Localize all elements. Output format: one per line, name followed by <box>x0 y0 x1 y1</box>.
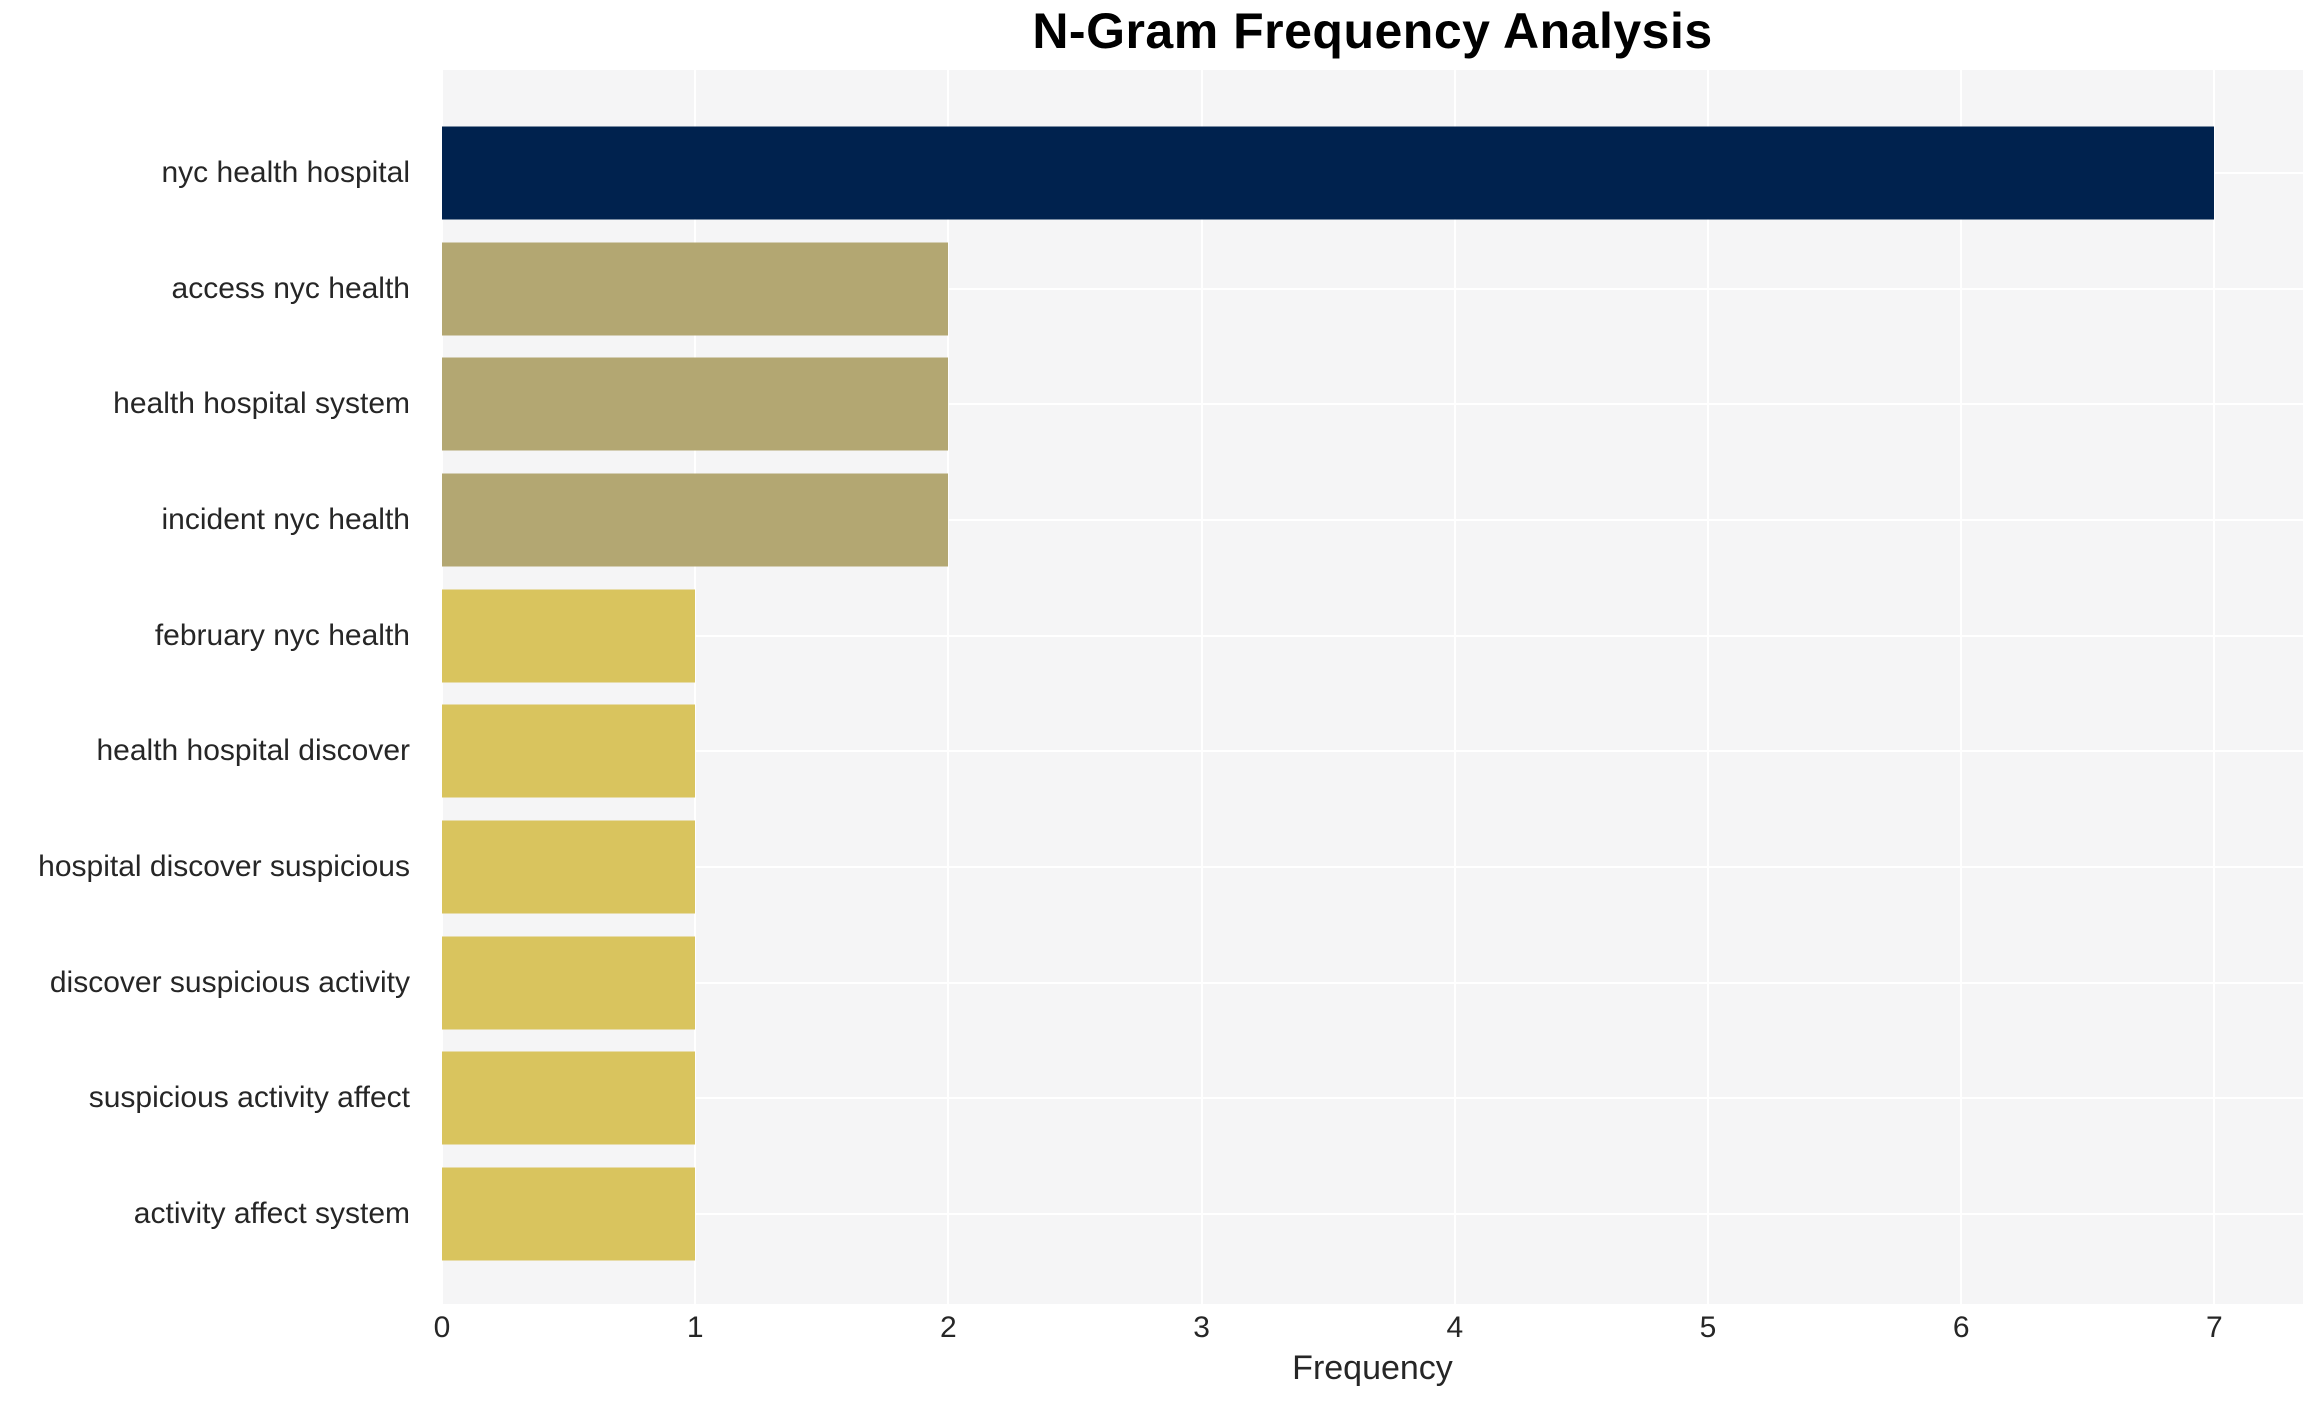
bar-discover-suspicious-activity <box>442 936 696 1030</box>
bar-access-nyc-health <box>442 242 949 336</box>
horizontal-gridline <box>442 287 2303 290</box>
vertical-gridline <box>1200 70 1203 1304</box>
category-label: activity affect system <box>133 1197 410 1231</box>
horizontal-gridline <box>442 403 2303 406</box>
category-label: hospital discover suspicious <box>38 849 410 883</box>
horizontal-gridline <box>442 1097 2303 1100</box>
vertical-gridline <box>1960 70 1963 1304</box>
bar-nyc-health-hospital <box>442 126 2215 220</box>
category-label: nyc health hospital <box>161 155 411 189</box>
bar-row <box>442 1041 2303 1157</box>
bar-suspicious-activity-affect <box>442 1051 696 1145</box>
horizontal-gridline <box>442 865 2303 868</box>
x-tick-label: 1 <box>686 1311 704 1344</box>
x-tick-label: 2 <box>940 1311 957 1344</box>
bar-health-hospital-system <box>442 357 949 451</box>
bar-hospital-discover-suspicious <box>442 820 696 914</box>
bar-row <box>442 115 2303 231</box>
vertical-gridline <box>1453 70 1456 1304</box>
bar-row <box>442 578 2303 694</box>
category-label: discover suspicious activity <box>49 965 410 999</box>
x-tick-label: 5 <box>1699 1311 1717 1344</box>
horizontal-gridline <box>442 1213 2303 1216</box>
plot-area <box>441 70 2303 1304</box>
bar-row <box>442 462 2303 578</box>
vertical-gridline <box>694 70 697 1304</box>
bar-activity-affect-system <box>442 1167 696 1261</box>
x-axis-title: Frequency <box>1292 1349 1453 1387</box>
vertical-gridline <box>441 70 443 1304</box>
bar-row <box>442 1156 2303 1272</box>
x-tick-label: 0 <box>433 1311 451 1344</box>
bar-row <box>442 809 2303 925</box>
bars-layer <box>442 115 2303 1272</box>
category-label: suspicious activity affect <box>88 1081 410 1115</box>
category-label: health hospital discover <box>96 734 410 768</box>
category-label: february nyc health <box>154 618 410 652</box>
x-tick-label: 3 <box>1193 1311 1210 1344</box>
bar-incident-nyc-health <box>442 473 949 567</box>
gridline-layer <box>441 70 2303 1304</box>
bar-health-hospital-discover <box>442 704 696 798</box>
category-label: health hospital system <box>113 387 410 421</box>
category-label: incident nyc health <box>161 502 411 536</box>
y-axis-labels: nyc health hospital access nyc health heal… <box>0 115 426 1272</box>
horizontal-gridline <box>442 518 2303 521</box>
vertical-gridline <box>1706 70 1709 1304</box>
vertical-gridline <box>947 70 950 1304</box>
x-tick-label: 7 <box>2206 1311 2223 1344</box>
horizontal-gridline <box>442 634 2303 637</box>
horizontal-gridline <box>442 981 2303 984</box>
horizontal-gridline <box>442 750 2303 753</box>
bar-row <box>442 693 2303 809</box>
x-tick-label: 4 <box>1446 1311 1464 1344</box>
vertical-gridline <box>2213 70 2216 1304</box>
x-axis-ticks: 0 1 2 3 4 5 6 7 <box>434 1311 2303 1349</box>
bar-february-nyc-health <box>442 589 696 683</box>
bar-row <box>442 925 2303 1041</box>
bar-row <box>442 346 2303 462</box>
bar-row <box>442 231 2303 347</box>
x-tick-label: 6 <box>1952 1311 1970 1344</box>
chart-title: N-Gram Frequency Analysis <box>1032 3 1713 59</box>
category-label: access nyc health <box>171 271 410 305</box>
